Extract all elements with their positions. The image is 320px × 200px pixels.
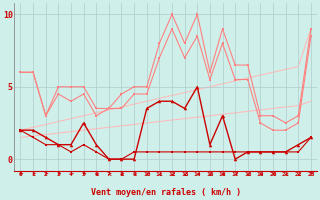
X-axis label: Vent moyen/en rafales ( km/h ): Vent moyen/en rafales ( km/h ) (91, 188, 241, 197)
